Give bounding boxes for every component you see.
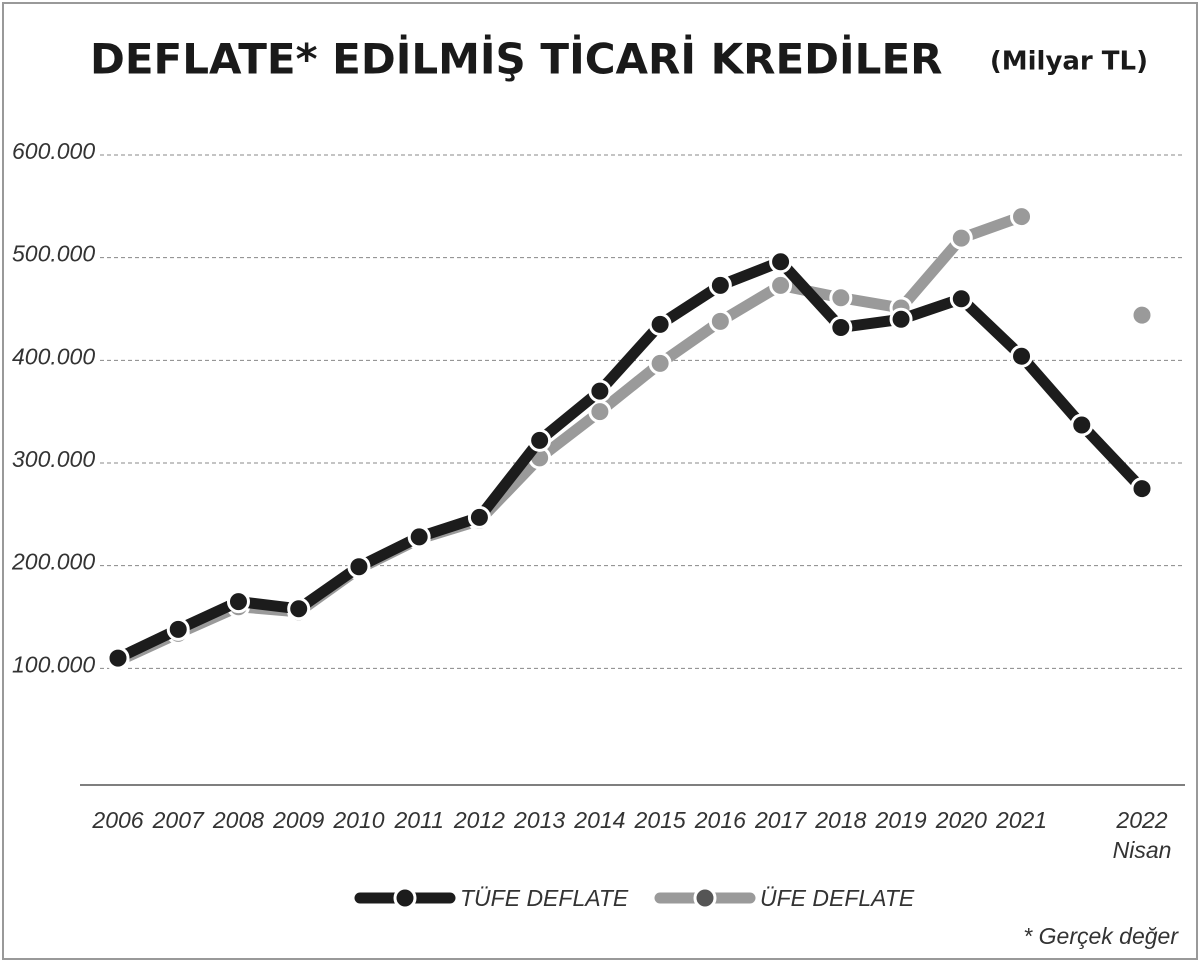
point xyxy=(226,590,250,614)
x-tick-label: 2012 xyxy=(453,807,505,833)
point xyxy=(829,315,853,339)
legend-label: TÜFE DEFLATE xyxy=(460,885,629,911)
x-tick-label: 2006 xyxy=(91,807,143,833)
chart-subtitle: (Milyar TL) xyxy=(990,47,1148,77)
point xyxy=(829,286,853,310)
point xyxy=(769,273,793,297)
y-tick-label: 100.000 xyxy=(12,651,95,677)
x-tick-label: 2009 xyxy=(272,807,324,833)
point xyxy=(708,309,732,333)
point xyxy=(1130,477,1154,501)
x-tick-label: 2016 xyxy=(694,807,746,833)
point xyxy=(708,273,732,297)
x-tick-label: 2010 xyxy=(332,807,384,833)
legend-marker xyxy=(393,886,417,910)
point xyxy=(769,250,793,274)
x-tick-label: 2019 xyxy=(874,807,926,833)
point xyxy=(347,555,371,579)
y-tick-label: 500.000 xyxy=(12,241,95,267)
footnote: * Gerçek değer xyxy=(1023,923,1179,949)
x-tick-label: 2018 xyxy=(814,807,866,833)
y-tick-label: 400.000 xyxy=(12,343,95,369)
point xyxy=(949,287,973,311)
x-tick-label: 2011 xyxy=(393,807,443,833)
point xyxy=(949,226,973,250)
point xyxy=(648,351,672,375)
point xyxy=(287,597,311,621)
legend-label: ÜFE DEFLATE xyxy=(760,885,915,911)
x-tick-label: 2008 xyxy=(212,807,264,833)
y-tick-label: 200.000 xyxy=(11,549,95,575)
point xyxy=(407,525,431,549)
x-tick-label: 2014 xyxy=(573,807,625,833)
x-tick-label: 2013 xyxy=(513,807,565,833)
y-tick-label: 600.000 xyxy=(12,138,95,164)
chart-title: DEFLATE* EDİLMİŞ TİCARİ KREDİLER xyxy=(90,34,942,84)
point xyxy=(1010,205,1034,229)
point xyxy=(1010,344,1034,368)
x-tick-label: 2007 xyxy=(152,807,205,833)
y-tick-label: 300.000 xyxy=(12,446,95,472)
point xyxy=(588,379,612,403)
x-tick-label: 2022 Nisan xyxy=(1113,807,1172,863)
point xyxy=(588,400,612,424)
point xyxy=(889,307,913,331)
x-tick-label: 2021 xyxy=(995,807,1047,833)
x-tick-label: 2015 xyxy=(634,807,686,833)
point xyxy=(528,428,552,452)
x-tick-label: 2017 xyxy=(754,807,807,833)
point xyxy=(106,646,130,670)
x-tick-label: 2020 xyxy=(935,807,987,833)
point xyxy=(166,617,190,641)
point xyxy=(1130,303,1154,327)
point xyxy=(648,312,672,336)
legend-marker xyxy=(693,886,717,910)
point xyxy=(1070,413,1094,437)
point xyxy=(467,505,491,529)
